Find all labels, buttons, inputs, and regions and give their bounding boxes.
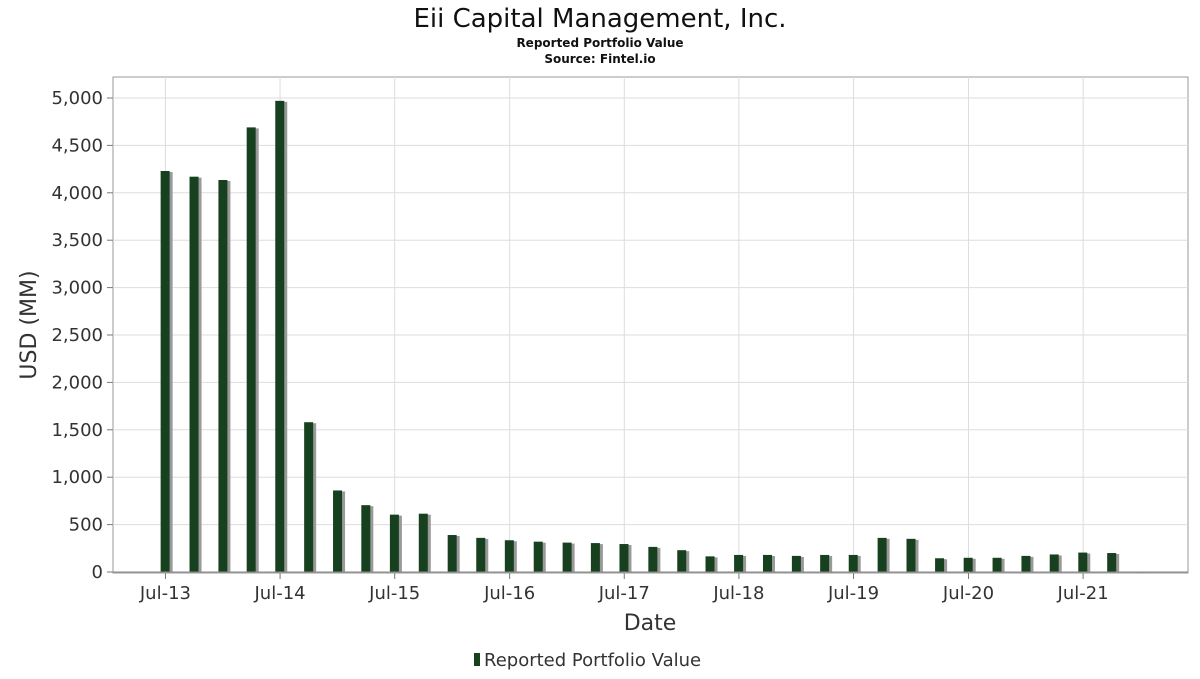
x-tick-label: Jul-15 xyxy=(368,583,420,604)
bar xyxy=(877,537,887,572)
x-tick-label: Jul-19 xyxy=(827,583,879,604)
y-tick-label: 4,500 xyxy=(51,135,103,156)
x-tick-label: Jul-14 xyxy=(254,583,306,604)
bar xyxy=(333,490,343,572)
bar xyxy=(189,176,199,572)
y-tick-label: 0 xyxy=(92,562,103,583)
y-tick-label: 2,000 xyxy=(51,372,103,393)
bar xyxy=(418,513,428,572)
bar xyxy=(447,535,457,572)
legend-label: Reported Portfolio Value xyxy=(484,650,701,671)
y-tick-label: 3,000 xyxy=(51,278,103,299)
bar xyxy=(963,557,973,572)
x-tick-label: Jul-20 xyxy=(942,583,994,604)
bar xyxy=(361,505,371,572)
bar xyxy=(590,543,600,572)
bar xyxy=(762,554,772,572)
y-tick-label: 1,000 xyxy=(51,467,103,488)
x-tick-label: Jul-16 xyxy=(483,583,535,604)
bar xyxy=(992,557,1002,572)
chart-source: Source: Fintel.io xyxy=(544,52,655,66)
x-tick-label: Jul-13 xyxy=(139,583,191,604)
bar xyxy=(820,554,830,572)
bar xyxy=(619,544,629,572)
y-tick-label: 2,500 xyxy=(51,325,103,346)
bar xyxy=(160,170,170,572)
bar xyxy=(1078,552,1088,572)
legend: Reported Portfolio Value xyxy=(474,650,701,671)
bar xyxy=(246,127,256,572)
chart-title: Eii Capital Management, Inc. xyxy=(413,4,786,34)
legend-swatch xyxy=(474,653,480,666)
x-tick-label: Jul-21 xyxy=(1057,583,1109,604)
bar xyxy=(304,422,314,572)
bar xyxy=(1021,555,1031,572)
chart-subtitle: Reported Portfolio Value xyxy=(516,36,683,50)
bar xyxy=(1107,553,1117,572)
bar xyxy=(935,558,945,572)
y-tick-label: 5,000 xyxy=(51,88,103,109)
bar-shadow xyxy=(1139,572,1149,574)
bar xyxy=(677,550,687,572)
bar xyxy=(275,100,285,573)
y-axis-label: USD (MM) xyxy=(17,270,42,379)
y-tick-label: 3,500 xyxy=(51,230,103,251)
bar-series xyxy=(160,100,1149,574)
bar xyxy=(533,541,543,572)
bar xyxy=(848,554,858,572)
y-tick-label: 1,500 xyxy=(51,420,103,441)
bar xyxy=(389,514,399,572)
y-tick-label: 4,000 xyxy=(51,183,103,204)
bar xyxy=(791,555,801,572)
x-tick-label: Jul-18 xyxy=(712,583,764,604)
y-tick-label: 500 xyxy=(69,515,103,536)
x-axis-label: Date xyxy=(624,611,677,636)
x-tick-label: Jul-17 xyxy=(598,583,650,604)
bar xyxy=(218,180,228,572)
bar xyxy=(1049,554,1059,572)
bar xyxy=(476,537,486,572)
bar xyxy=(562,542,572,572)
plot-area xyxy=(112,76,1189,574)
bar xyxy=(504,540,514,572)
axes: 0 500 1,000 1,500 2,000 2,500 3,000 3,500 4,000 4… xyxy=(51,88,1188,604)
bar xyxy=(734,554,744,572)
bar xyxy=(705,556,715,572)
bar xyxy=(648,546,658,572)
bar xyxy=(906,538,916,572)
